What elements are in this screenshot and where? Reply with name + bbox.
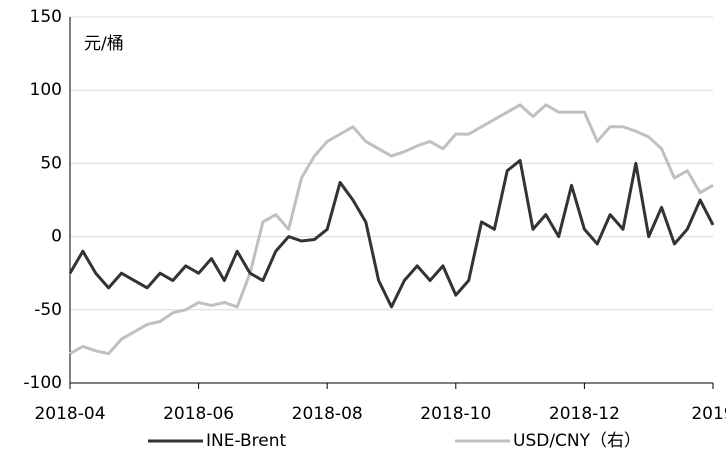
x-tick-label: 2018-06: [163, 404, 234, 424]
legend-label: INE-Brent: [206, 431, 287, 451]
unit-annotation: 元/桶: [84, 34, 124, 54]
x-tick-label: 2018-12: [549, 404, 620, 424]
y-tick-label: -50: [34, 300, 62, 320]
legend-label: USD/CNY（右）: [513, 431, 641, 451]
x-tick-label: 2018-08: [292, 404, 363, 424]
y-tick-label: 0: [51, 227, 62, 247]
y-tick-label: 50: [40, 153, 62, 173]
series-line: [69, 103, 714, 356]
series-line: [68, 158, 715, 309]
y-tick-label: 100: [30, 80, 62, 100]
y-tick-label: 150: [30, 7, 62, 27]
x-tick-label: 2018-10: [420, 404, 491, 424]
y-tick-label: -100: [23, 373, 62, 393]
x-tick-label: 2019: [691, 404, 726, 424]
x-tick-label: 2018-04: [34, 404, 105, 424]
